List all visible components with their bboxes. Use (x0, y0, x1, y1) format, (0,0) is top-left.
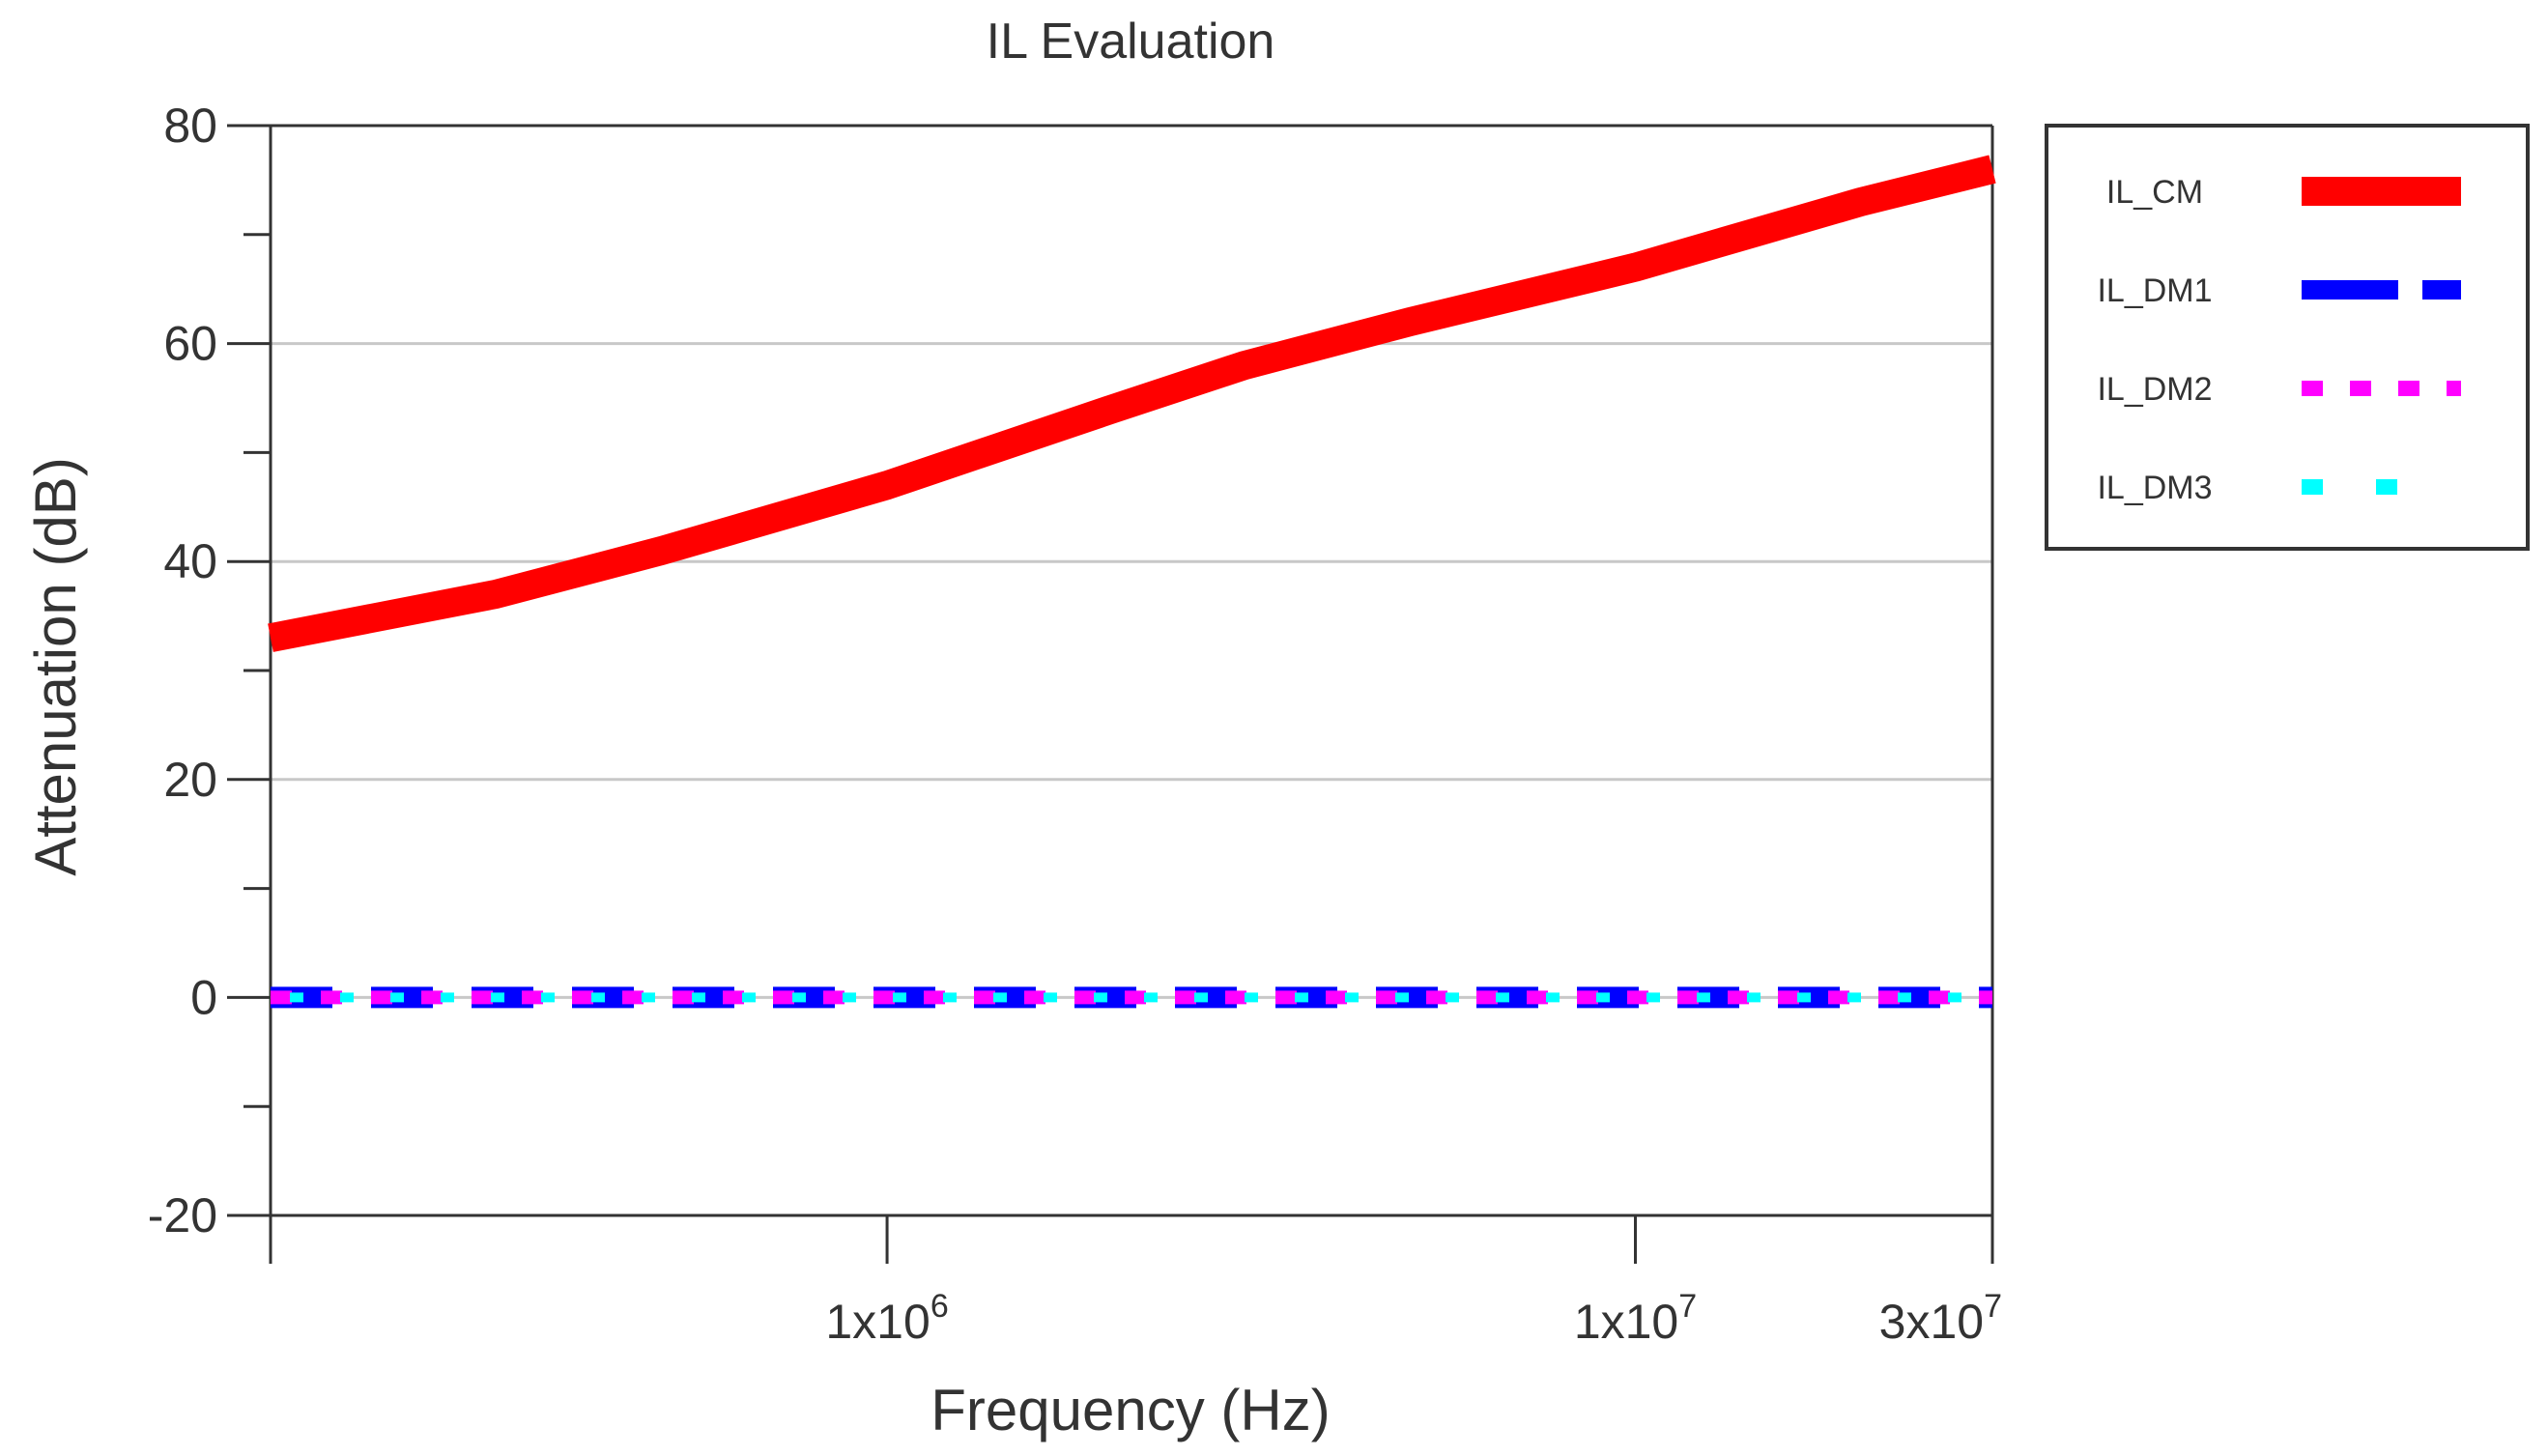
y-tick-label: -20 (148, 1188, 217, 1242)
x-tick-label: 1x106 (825, 1288, 948, 1349)
x-tick-label: 3x107 (1879, 1288, 2002, 1349)
legend-label: IL_DM3 (2097, 470, 2212, 506)
chart-title: IL Evaluation (987, 14, 1275, 70)
y-tick-label: 20 (163, 753, 217, 807)
series-line-il-cm (268, 155, 1996, 652)
x-tick-label: 1x107 (1574, 1288, 1697, 1349)
axes: -20 0 20 40 60 80 1x106 1x107 3x107 (148, 99, 2002, 1349)
y-tick-label: 40 (163, 534, 217, 588)
y-tick-label: 60 (163, 317, 217, 371)
legend: IL_CM IL_DM1 IL_DM2 IL_DM3 (2045, 124, 2530, 551)
legend-label: IL_DM1 (2097, 272, 2212, 309)
y-tick-label: 0 (190, 970, 217, 1024)
x-axis-title: Frequency (Hz) (930, 1378, 1330, 1442)
y-axis-title: Attenuation (dB) (23, 457, 88, 876)
grid-lines (271, 342, 1992, 999)
legend-label: IL_DM2 (2097, 371, 2212, 408)
y-tick-label: 80 (163, 99, 217, 153)
legend-label: IL_CM (2106, 174, 2203, 211)
data-series (268, 155, 1996, 1009)
